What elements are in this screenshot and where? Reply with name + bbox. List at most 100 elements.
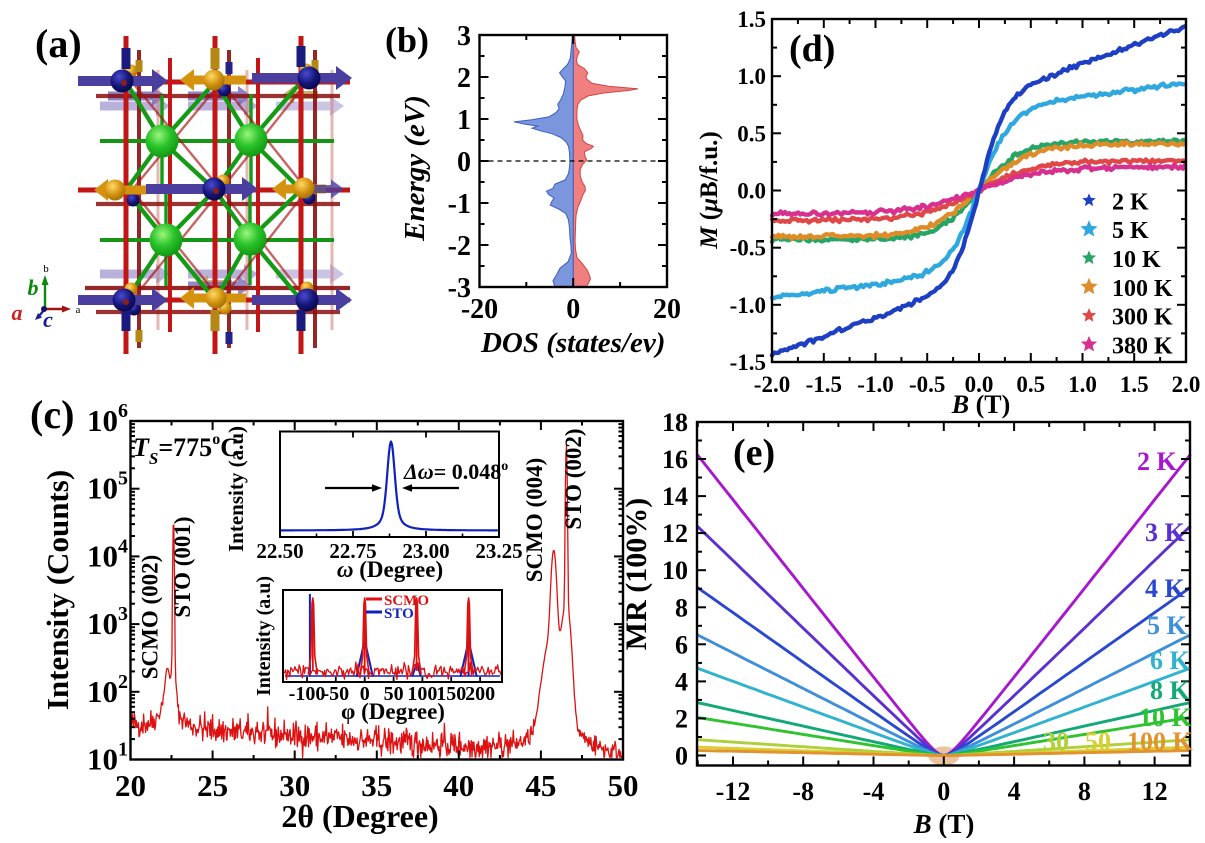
svg-text:2 K: 2 K [1137, 447, 1178, 476]
svg-text:35: 35 [361, 768, 392, 803]
svg-text:12: 12 [1142, 777, 1168, 806]
svg-text:100 K: 100 K [1112, 276, 1173, 302]
svg-text:MR (100%): MR (100%) [620, 498, 653, 650]
svg-text:10 K: 10 K [1112, 247, 1161, 273]
svg-text:SCMO (002): SCMO (002) [138, 555, 163, 680]
svg-text:STO: STO [384, 606, 414, 622]
svg-text:50: 50 [608, 768, 639, 803]
svg-text:0.0: 0.0 [965, 372, 994, 397]
svg-text:1: 1 [457, 105, 471, 136]
svg-text:12: 12 [662, 519, 688, 548]
svg-text:1.0: 1.0 [737, 64, 766, 89]
svg-text:1.5: 1.5 [1120, 372, 1149, 397]
svg-text:380 K: 380 K [1112, 333, 1173, 359]
svg-text:TS=775oC: TS=775oC [133, 431, 239, 468]
svg-text:22.50: 22.50 [256, 539, 303, 563]
svg-text:30: 30 [279, 768, 310, 803]
svg-text:-50: -50 [322, 683, 349, 705]
svg-text:(a): (a) [35, 21, 82, 66]
svg-text:8: 8 [675, 593, 688, 622]
svg-text:23.25: 23.25 [475, 539, 522, 563]
svg-text:200: 200 [465, 683, 495, 705]
svg-text:2: 2 [457, 63, 471, 94]
svg-text:8: 8 [1078, 777, 1091, 806]
svg-text:3 K: 3 K [1145, 518, 1186, 547]
svg-text:1.5: 1.5 [737, 7, 766, 32]
svg-text:-1.0: -1.0 [857, 372, 893, 397]
svg-text:a: a [76, 304, 81, 316]
svg-text:4: 4 [675, 667, 688, 696]
svg-text:5 K: 5 K [1147, 611, 1188, 640]
svg-text:25: 25 [197, 768, 228, 803]
svg-text:14: 14 [662, 482, 688, 511]
svg-text:6: 6 [675, 630, 688, 659]
svg-text:5 K: 5 K [1112, 218, 1149, 244]
svg-text:ω (Degree): ω (Degree) [337, 557, 443, 582]
svg-text:-2.0: -2.0 [754, 372, 790, 397]
svg-text:Intensity (a.u): Intensity (a.u) [224, 426, 248, 552]
svg-text:B (T): B (T) [913, 809, 975, 838]
svg-text:(d): (d) [789, 28, 835, 70]
svg-text:30: 30 [1043, 727, 1069, 756]
svg-text:SCMO: SCMO [384, 593, 429, 609]
svg-text:(b): (b) [385, 20, 429, 60]
svg-text:6 K: 6 K [1150, 646, 1191, 675]
svg-text:-20: -20 [461, 294, 498, 325]
svg-text:Intensity (a.u): Intensity (a.u) [253, 576, 275, 696]
svg-text:(e): (e) [733, 432, 775, 474]
svg-text:2θ (Degree): 2θ (Degree) [281, 798, 438, 834]
svg-text:3: 3 [457, 21, 471, 52]
svg-text:50: 50 [1085, 727, 1111, 756]
svg-text:50: 50 [384, 683, 404, 705]
svg-text:b: b [28, 275, 39, 300]
svg-text:-8: -8 [792, 777, 814, 806]
svg-text:0: 0 [566, 294, 580, 325]
svg-text:-4: -4 [863, 777, 885, 806]
svg-text:4 K: 4 K [1145, 574, 1186, 603]
svg-text:SCMO (004): SCMO (004) [522, 458, 547, 583]
svg-text:DOS (states/ev): DOS (states/ev) [480, 327, 665, 359]
svg-text:B (T): B (T) [951, 390, 1011, 419]
svg-text:150: 150 [436, 683, 466, 705]
svg-text:M (μB/f.u.): M (μB/f.u.) [696, 131, 723, 249]
svg-text:100 K: 100 K [1127, 727, 1194, 756]
svg-text:Energy (eV): Energy (eV) [399, 95, 431, 242]
svg-text:1.0: 1.0 [1068, 372, 1097, 397]
svg-text:20: 20 [653, 294, 681, 325]
svg-text:φ (Degree): φ (Degree) [341, 699, 445, 724]
svg-text:2 K: 2 K [1112, 189, 1149, 215]
svg-text:(c): (c) [30, 392, 74, 437]
svg-text:18: 18 [662, 408, 688, 437]
svg-text:a: a [12, 300, 23, 325]
svg-text:0: 0 [937, 777, 950, 806]
svg-text:16: 16 [662, 445, 688, 474]
svg-text:b: b [43, 263, 49, 275]
svg-text:-1.5: -1.5 [730, 350, 766, 375]
svg-text:-0.5: -0.5 [730, 236, 766, 261]
svg-text:23.00: 23.00 [402, 539, 449, 563]
svg-text:0.5: 0.5 [1016, 372, 1045, 397]
svg-text:STO (002): STO (002) [561, 428, 586, 529]
svg-text:100: 100 [407, 683, 437, 705]
svg-text:0.0: 0.0 [737, 179, 766, 204]
svg-text:-1.5: -1.5 [806, 372, 842, 397]
svg-text:0.5: 0.5 [737, 121, 766, 146]
svg-text:-12: -12 [716, 777, 751, 806]
svg-text:Δω= 0.048o: Δω= 0.048o [403, 459, 508, 484]
svg-text:8 K: 8 K [1150, 676, 1191, 705]
svg-text:-100: -100 [289, 683, 326, 705]
svg-text:0: 0 [457, 147, 471, 178]
svg-text:-2: -2 [448, 231, 471, 262]
svg-text:Intensity (Counts): Intensity (Counts) [40, 470, 75, 710]
svg-text:0: 0 [360, 683, 370, 705]
svg-text:10 K: 10 K [1139, 703, 1193, 732]
svg-text:45: 45 [525, 768, 556, 803]
svg-text:-3: -3 [448, 273, 471, 304]
svg-text:c: c [43, 307, 53, 332]
svg-text:4: 4 [1008, 777, 1021, 806]
svg-text:-1.0: -1.0 [730, 293, 766, 318]
svg-text:-1: -1 [448, 189, 471, 220]
svg-text:0: 0 [675, 742, 688, 771]
svg-text:300 K: 300 K [1112, 305, 1173, 331]
svg-text:2: 2 [675, 704, 688, 733]
